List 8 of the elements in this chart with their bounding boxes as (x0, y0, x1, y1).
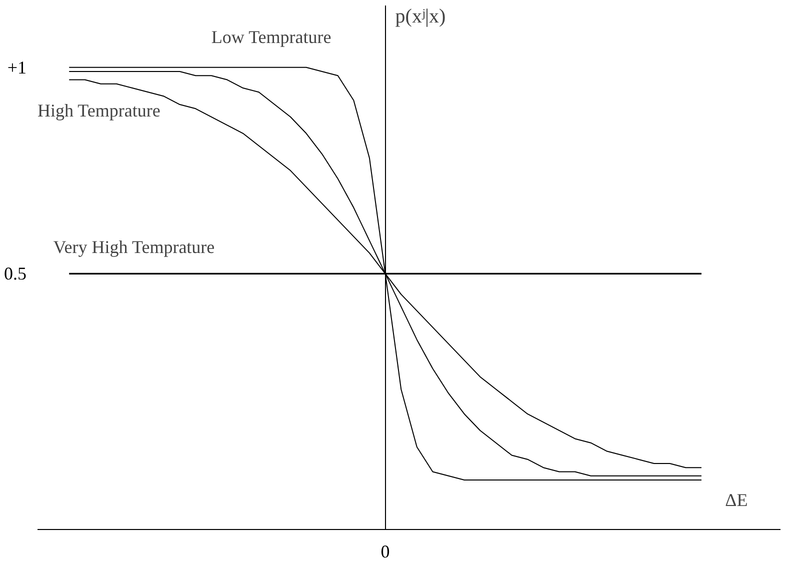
series-label: High Temprature (38, 100, 160, 120)
y-tick-label: +1 (7, 57, 27, 78)
y-tick-label: 0.5 (4, 264, 26, 284)
y-axis-title: p(xʲ|x) (395, 6, 446, 28)
series-label: Low Temprature (211, 26, 332, 47)
x-tick-label: 0 (380, 542, 390, 562)
series-label: Very High Temprature (53, 237, 215, 258)
x-axis-title: ΔE (725, 490, 748, 510)
